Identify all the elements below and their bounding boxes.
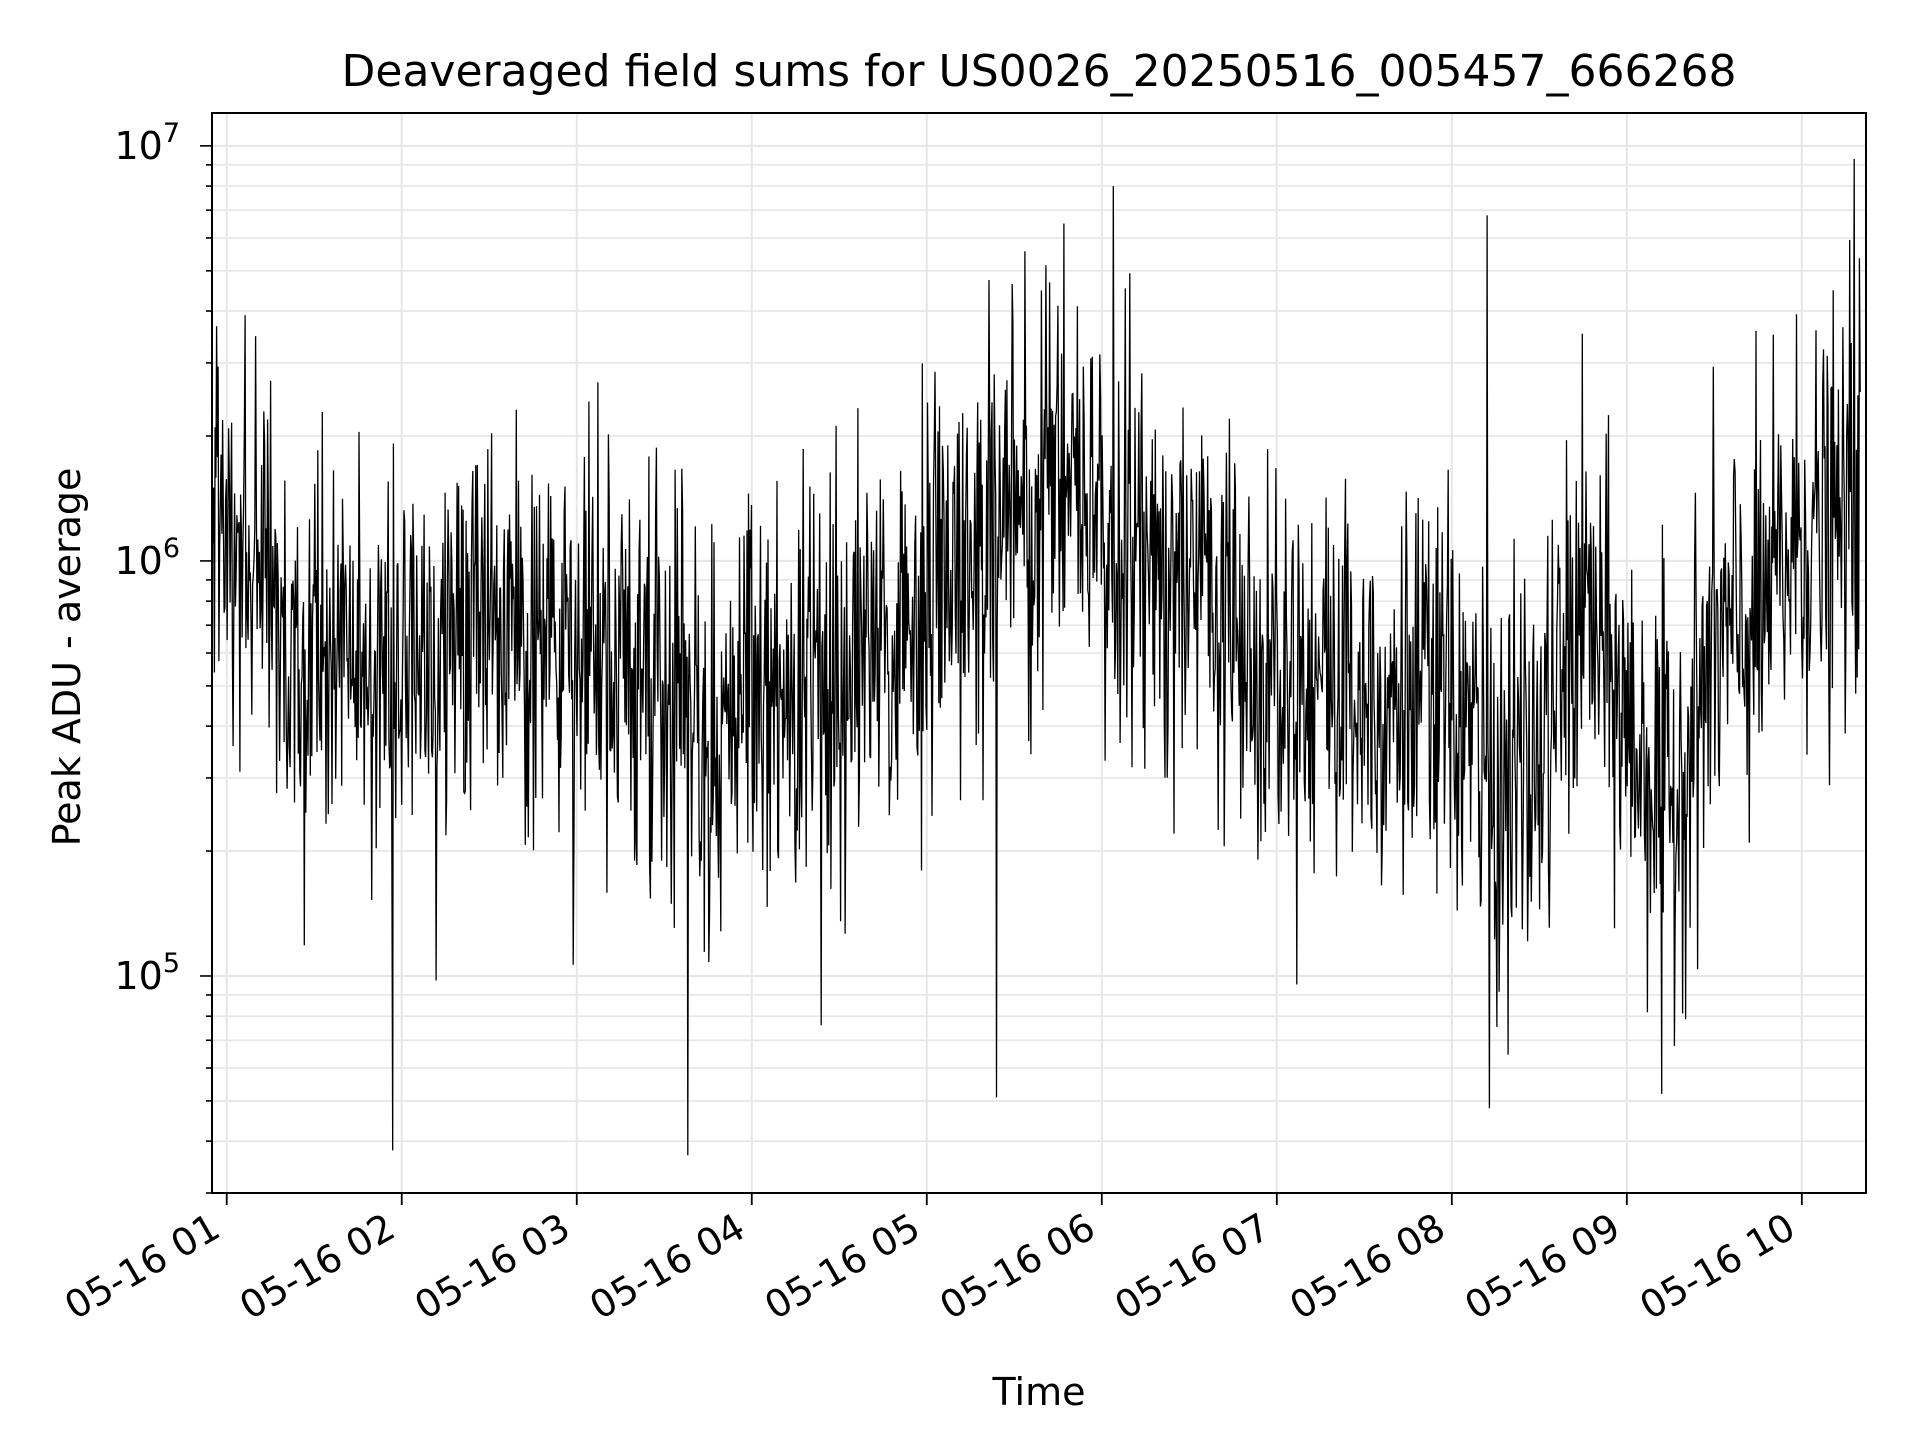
y-tick-label: 105	[114, 948, 180, 998]
y-tick-label: 106	[114, 533, 180, 583]
data-series-line	[211, 158, 1861, 1156]
data-layer	[211, 158, 1861, 1156]
grid-layer	[212, 113, 1866, 1194]
x-axis-label: Time	[992, 1370, 1086, 1414]
y-axis-label: Peak ADU - average	[45, 468, 89, 847]
chart-title: Deaveraged field sums for US0026_2025051…	[342, 46, 1737, 97]
y-tick-label: 107	[114, 118, 180, 168]
